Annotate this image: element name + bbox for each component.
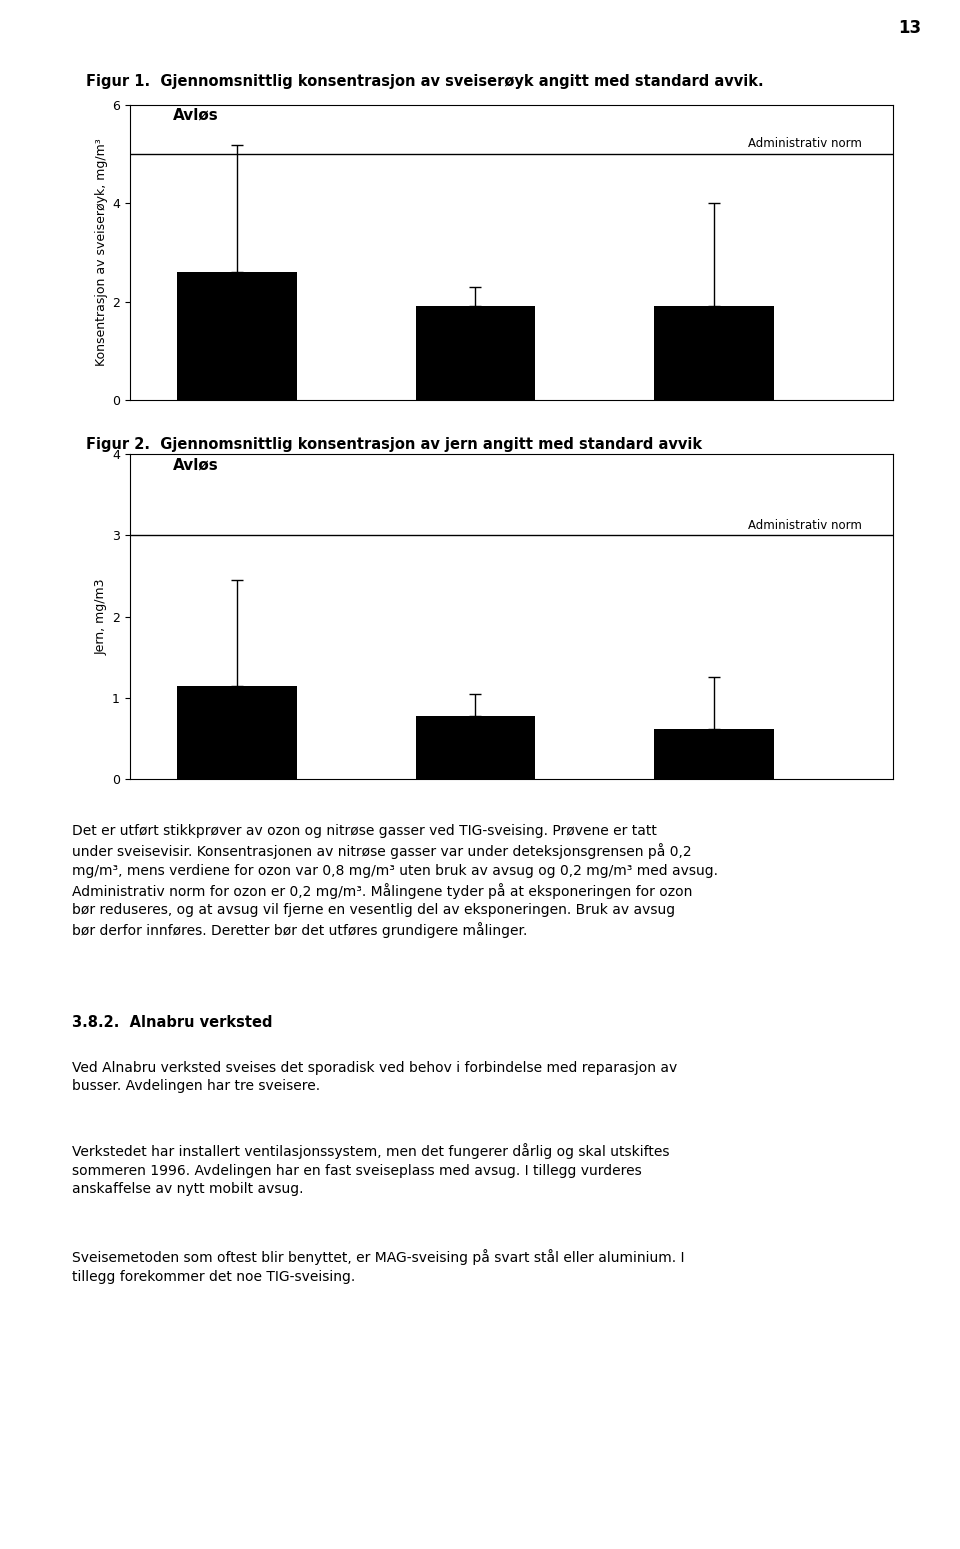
Bar bbox=[178, 686, 297, 779]
Text: Figur 1.  Gjennomsnittlig konsentrasjon av sveiserøyk angitt med standard avvik.: Figur 1. Gjennomsnittlig konsentrasjon a… bbox=[86, 74, 764, 90]
Bar bbox=[178, 273, 297, 400]
Bar bbox=[416, 307, 535, 400]
Text: Avløs: Avløs bbox=[173, 108, 218, 122]
Bar bbox=[655, 307, 774, 400]
Text: Administrativ norm: Administrativ norm bbox=[748, 519, 862, 531]
Text: Administrativ norm: Administrativ norm bbox=[748, 138, 862, 150]
Y-axis label: Jern, mg/m3: Jern, mg/m3 bbox=[95, 578, 108, 655]
Text: Figur 2.  Gjennomsnittlig konsentrasjon av jern angitt med standard avvik: Figur 2. Gjennomsnittlig konsentrasjon a… bbox=[86, 437, 703, 452]
Text: Sveisemetoden som oftest blir benyttet, er MAG-sveising på svart stål eller alum: Sveisemetoden som oftest blir benyttet, … bbox=[72, 1250, 684, 1284]
Text: Verkstedet har installert ventilasjonssystem, men det fungerer dårlig og skal ut: Verkstedet har installert ventilasjonssy… bbox=[72, 1143, 669, 1196]
Bar bbox=[655, 728, 774, 779]
Y-axis label: Konsentrasjon av sveiserøyk, mg/m³: Konsentrasjon av sveiserøyk, mg/m³ bbox=[95, 138, 108, 367]
Text: Avløs: Avløs bbox=[173, 457, 218, 472]
Text: Ved Alnabru verksted sveises det sporadisk ved behov i forbindelse med reparasjo: Ved Alnabru verksted sveises det sporadi… bbox=[72, 1061, 677, 1094]
Bar bbox=[416, 716, 535, 779]
Text: 3.8.2.  Alnabru verksted: 3.8.2. Alnabru verksted bbox=[72, 1015, 273, 1030]
Text: 13: 13 bbox=[899, 19, 922, 37]
Text: Det er utført stikkprøver av ozon og nitrøse gasser ved TIG-sveising. Prøvene er: Det er utført stikkprøver av ozon og nit… bbox=[72, 824, 718, 939]
